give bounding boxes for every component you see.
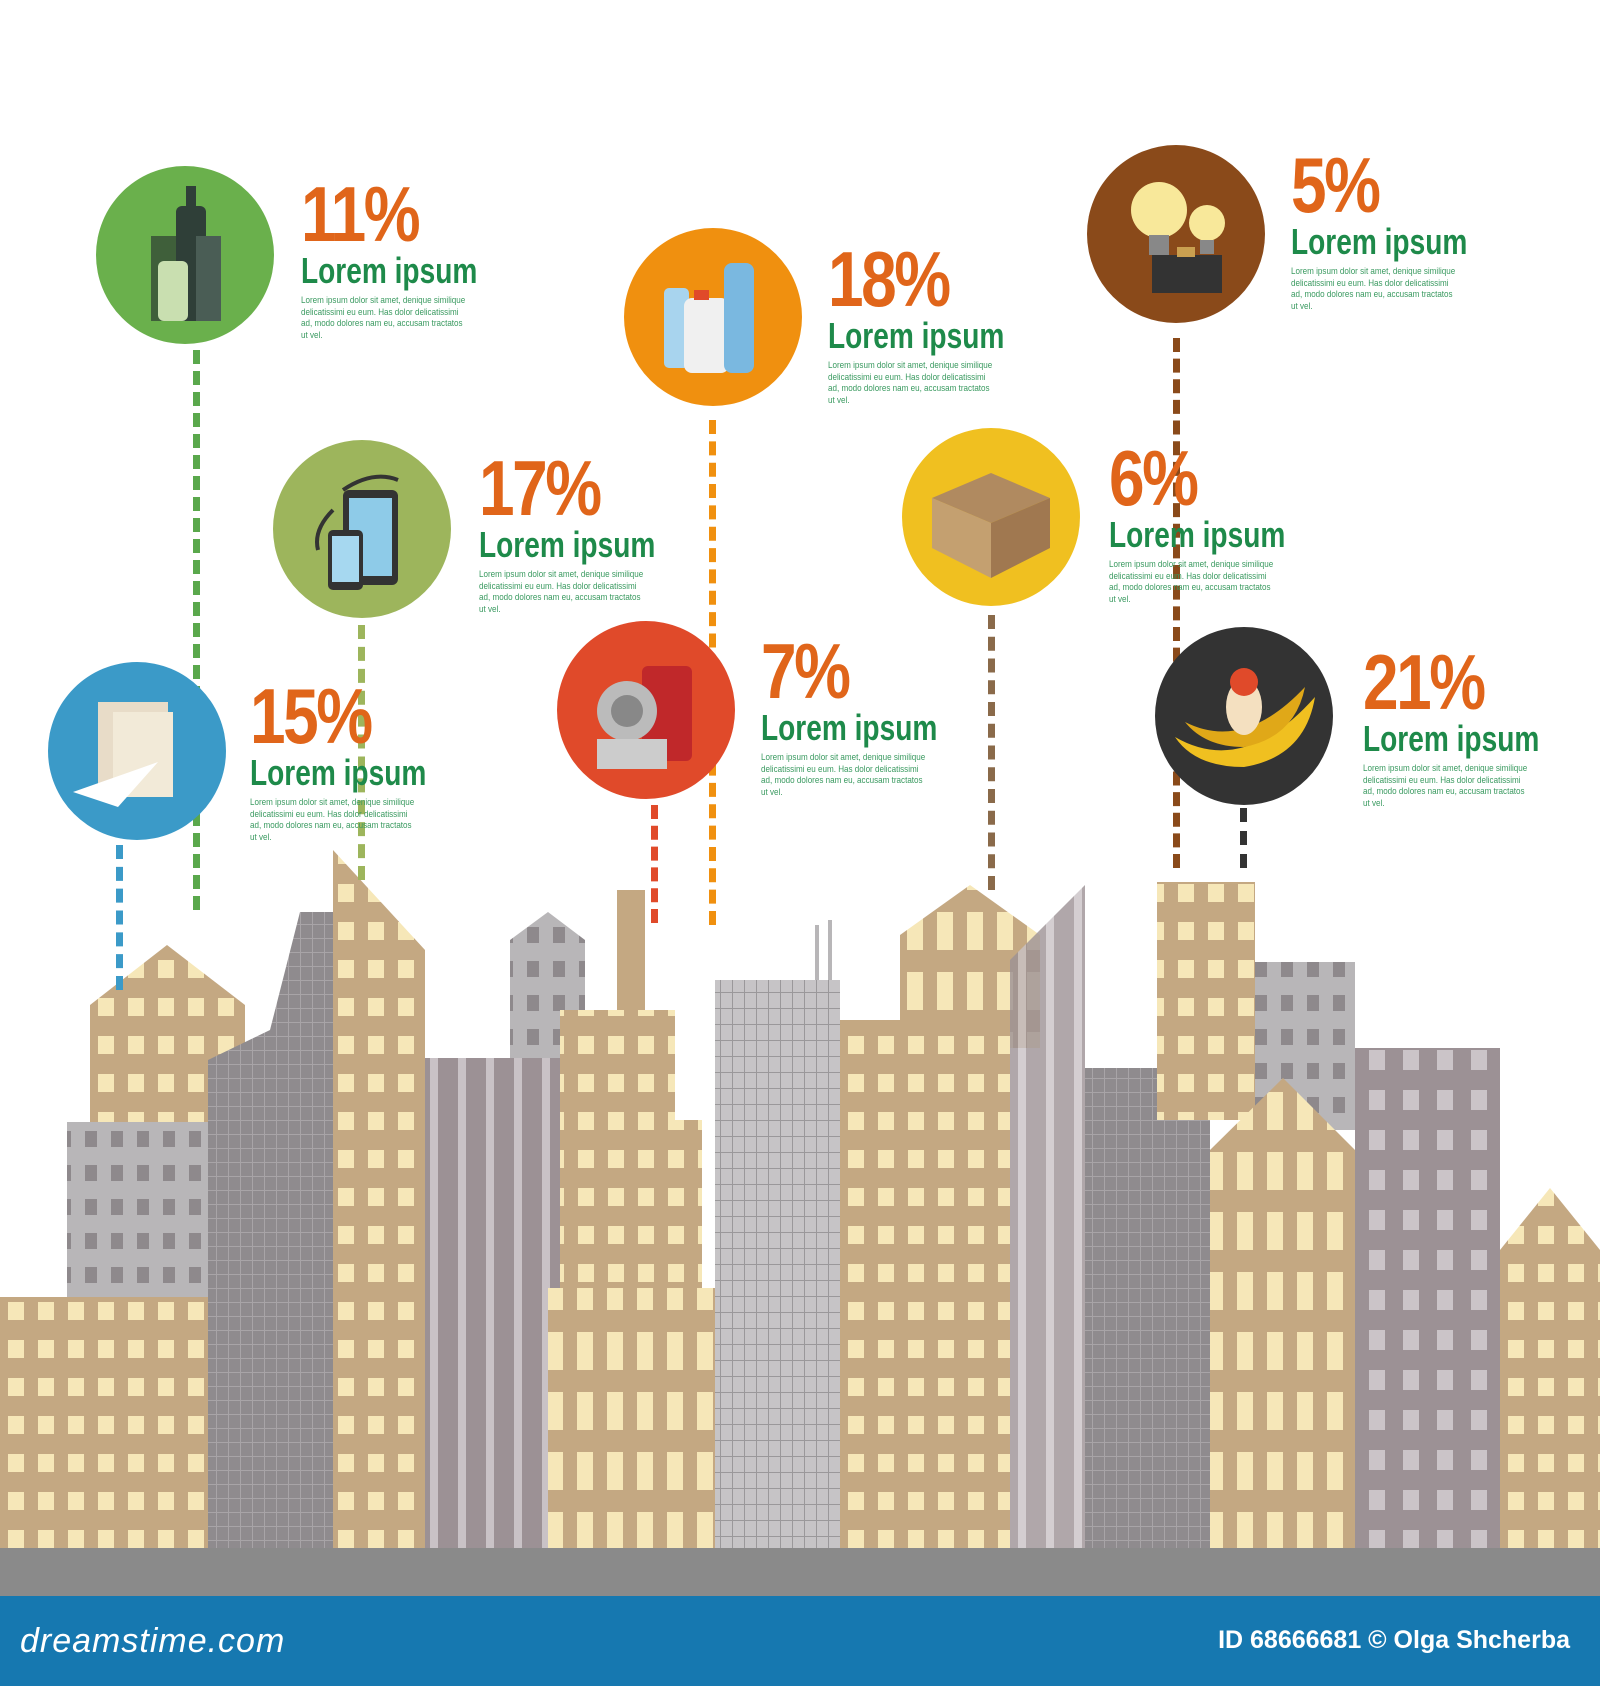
- percent: 18%: [828, 235, 951, 323]
- description: Lorem ipsum dolor sit amet, denique simi…: [479, 569, 644, 615]
- stat-glass: 11% Lorem ipsum Lorem ipsum dolor sit amet…: [301, 170, 527, 341]
- building: [900, 885, 1040, 1048]
- stat-hazardous: 5% Lorem ipsum Lorem ipsum dolor sit amet,…: [1291, 141, 1517, 312]
- description: Lorem ipsum dolor sit amet, denique simi…: [250, 797, 415, 843]
- dreamstime-logo[interactable]: dreamstime.com: [20, 1622, 286, 1660]
- building: [548, 1288, 715, 1548]
- building: [208, 912, 333, 1548]
- plastic-bottles-icon: [664, 263, 754, 373]
- title: Lorem ipsum: [1291, 221, 1468, 262]
- building: [1157, 882, 1255, 1120]
- connector-line: [1173, 338, 1180, 868]
- building: [1355, 1048, 1500, 1548]
- building: [617, 890, 645, 1010]
- organic-circle: [1155, 627, 1333, 805]
- description: Lorem ipsum dolor sit amet, denique simi…: [1109, 559, 1274, 605]
- building: [840, 1020, 1010, 1548]
- title: Lorem ipsum: [761, 707, 938, 748]
- stat-plastic: 18% Lorem ipsum Lorem ipsum dolor sit amet…: [828, 235, 1054, 406]
- connector-line: [358, 625, 365, 880]
- footer-bar: dreamstime.com ID 68666681 © Olga Shcher…: [0, 1596, 1600, 1686]
- percent: 21%: [1363, 638, 1486, 726]
- antenna: [828, 920, 832, 995]
- box-icon: [932, 473, 1050, 578]
- antenna: [815, 925, 819, 995]
- connector-line: [193, 350, 200, 910]
- description: Lorem ipsum dolor sit amet, denique simi…: [301, 295, 466, 341]
- description: Lorem ipsum dolor sit amet, denique simi…: [761, 752, 926, 798]
- glass-circle: [96, 166, 274, 344]
- cans-icon: [597, 666, 692, 769]
- food-waste-icon: [1175, 668, 1315, 767]
- plastic-circle: [624, 228, 802, 406]
- building: [425, 1058, 560, 1548]
- title: Lorem ipsum: [250, 752, 427, 793]
- electronics-circle: [273, 440, 451, 618]
- building: [715, 980, 840, 1548]
- percent: 17%: [479, 444, 602, 532]
- building: [1210, 1078, 1355, 1548]
- stat-paper: 15% Lorem ipsum Lorem ipsum dolor sit amet…: [250, 672, 476, 843]
- building: [560, 1010, 675, 1120]
- devices-icon: [315, 474, 399, 590]
- percent: 11%: [301, 170, 421, 258]
- metal-circle: [557, 621, 735, 799]
- connector-line: [1240, 808, 1247, 868]
- city-skyline: [0, 850, 1600, 1548]
- building: [1500, 1188, 1600, 1548]
- bulb-battery-icon: [1131, 182, 1225, 293]
- building: [67, 1122, 208, 1297]
- connector-line: [116, 845, 123, 990]
- stat-metal: 7% Lorem ipsum Lorem ipsum dolor sit amet,…: [761, 627, 987, 798]
- percent: 15%: [250, 672, 373, 760]
- percent: 5%: [1291, 141, 1381, 229]
- connector-line: [988, 615, 995, 890]
- building: [0, 1297, 208, 1548]
- buildings: [0, 850, 1600, 1548]
- percent: 7%: [761, 627, 851, 715]
- title: Lorem ipsum: [479, 524, 656, 565]
- building: [90, 945, 245, 1135]
- ground: [0, 1548, 1600, 1596]
- description: Lorem ipsum dolor sit amet, denique simi…: [1363, 763, 1528, 809]
- stat-cardboard: 6% Lorem ipsum Lorem ipsum dolor sit amet,…: [1109, 434, 1335, 605]
- cardboard-circle: [902, 428, 1080, 606]
- connector-line: [651, 805, 658, 923]
- percent: 6%: [1109, 434, 1199, 522]
- title: Lorem ipsum: [301, 250, 478, 291]
- title: Lorem ipsum: [1109, 514, 1286, 555]
- building: [333, 850, 425, 1548]
- title: Lorem ipsum: [828, 315, 1005, 356]
- description: Lorem ipsum dolor sit amet, denique simi…: [828, 360, 993, 406]
- stat-organic: 21% Lorem ipsum Lorem ipsum dolor sit amet…: [1363, 638, 1589, 809]
- stat-electronics: 17% Lorem ipsum Lorem ipsum dolor sit amet…: [479, 444, 705, 615]
- description: Lorem ipsum dolor sit amet, denique simi…: [1291, 266, 1456, 312]
- building: [1085, 1068, 1210, 1548]
- paper-icon: [73, 702, 173, 807]
- building: [560, 1120, 702, 1290]
- paper-circle: [48, 662, 226, 840]
- image-credit: ID 68666681 © Olga Shcherba: [1218, 1626, 1570, 1654]
- bottles-icon: [151, 186, 221, 321]
- hazardous-circle: [1087, 145, 1265, 323]
- building: [1010, 885, 1085, 1548]
- title: Lorem ipsum: [1363, 718, 1540, 759]
